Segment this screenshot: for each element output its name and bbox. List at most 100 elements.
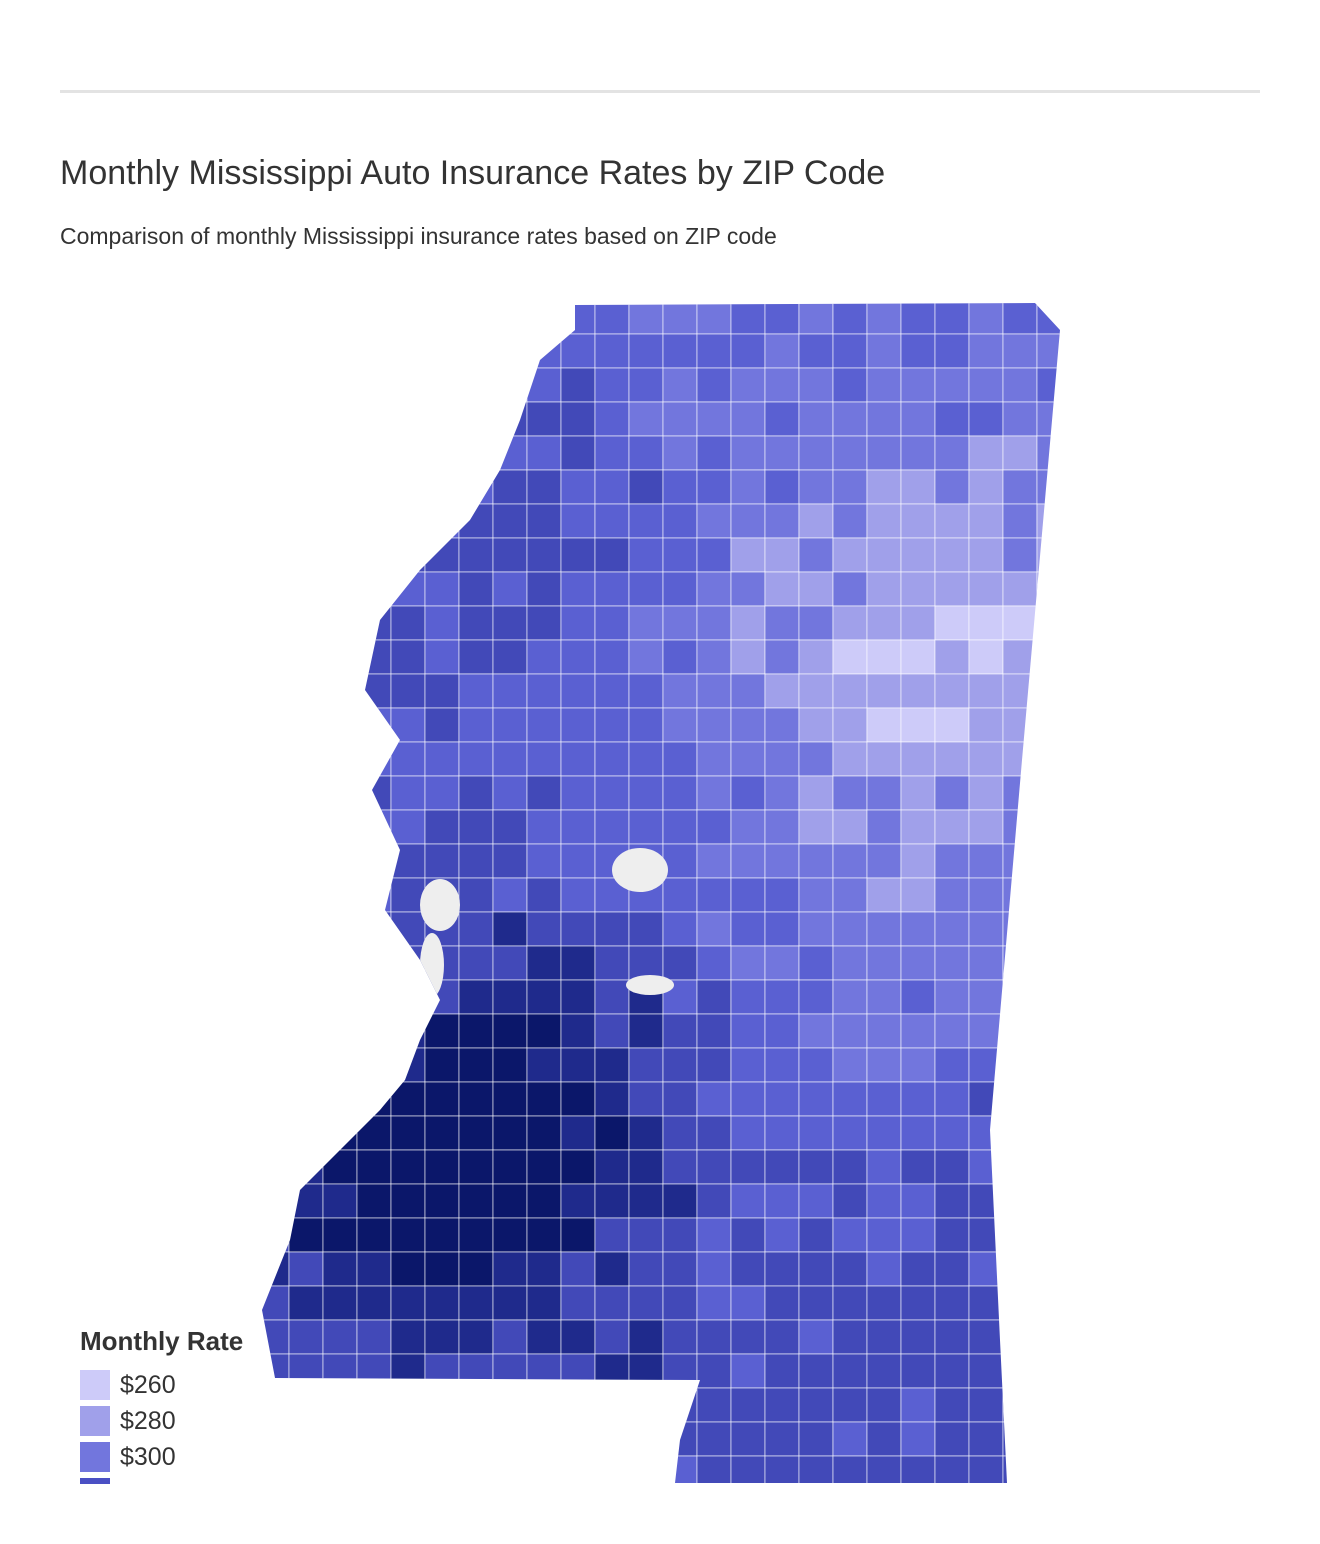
zip-region: [594, 911, 630, 947]
zip-region: [832, 303, 868, 335]
zip-region: [968, 605, 1004, 641]
zip-region: [492, 469, 528, 505]
zip-region: [458, 1149, 494, 1185]
zip-region: [934, 1217, 970, 1253]
zip-region: [458, 775, 494, 811]
zip-region: [866, 707, 902, 743]
zip-region: [628, 809, 664, 845]
zip-region: [288, 469, 324, 505]
zip-region: [798, 1387, 834, 1423]
zip-region: [798, 945, 834, 981]
zip-region: [322, 1149, 358, 1185]
zip-region: [764, 809, 800, 845]
legend-swatch: [80, 1406, 110, 1436]
zip-region: [798, 1115, 834, 1151]
zip-region: [356, 1285, 392, 1321]
zip-region: [764, 1217, 800, 1253]
zip-region: [390, 911, 426, 947]
zip-region: [900, 877, 936, 913]
zip-region: [492, 911, 528, 947]
zip-region: [262, 605, 290, 641]
zip-region: [934, 775, 970, 811]
zip-region: [798, 401, 834, 437]
zip-region: [628, 1251, 664, 1287]
zip-region: [798, 605, 834, 641]
zip-region: [594, 435, 630, 471]
zip-region: [1002, 1285, 1038, 1321]
zip-region: [696, 605, 732, 641]
zip-region: [764, 707, 800, 743]
zip-region: [458, 707, 494, 743]
zip-region: [492, 401, 528, 437]
zip-region: [492, 333, 528, 369]
zip-region: [662, 1421, 698, 1457]
zip-region: [424, 537, 460, 573]
zip-region: [764, 1387, 800, 1423]
zip-region: [322, 1081, 358, 1117]
zip-region: [262, 435, 290, 471]
zip-region: [764, 911, 800, 947]
zip-region: [356, 1183, 392, 1219]
zip-region: [492, 605, 528, 641]
zip-region: [662, 877, 698, 913]
zip-region: [322, 911, 358, 947]
zip-region: [866, 775, 902, 811]
zip-region: [628, 1115, 664, 1151]
zip-region: [526, 333, 562, 369]
zip-region: [798, 571, 834, 607]
zip-region: [764, 1081, 800, 1117]
zip-region: [730, 1319, 766, 1355]
zip-region: [934, 537, 970, 573]
zip-region: [560, 1047, 596, 1083]
zip-region: [288, 1013, 324, 1049]
zip-region: [424, 435, 460, 471]
zip-region: [492, 1353, 528, 1389]
zip-region: [968, 843, 1004, 879]
zip-region: [560, 1319, 596, 1355]
zip-region: [866, 1013, 902, 1049]
zip-region: [900, 1183, 936, 1219]
zip-region: [934, 639, 970, 675]
zip-region: [492, 571, 528, 607]
zip-region: [356, 401, 392, 437]
zip-region: [764, 741, 800, 777]
zip-region: [1036, 605, 1060, 641]
zip-region: [730, 1217, 766, 1253]
zip-region: [662, 1217, 698, 1253]
zip-region: [764, 435, 800, 471]
zip-region: [356, 911, 392, 947]
zip-region: [458, 639, 494, 675]
zip-region: [730, 877, 766, 913]
zip-region: [1036, 333, 1060, 369]
zip-region: [1036, 1353, 1060, 1389]
zip-region: [458, 503, 494, 539]
zip-region: [1002, 1013, 1038, 1049]
zip-region: [492, 843, 528, 879]
zip-region: [866, 367, 902, 403]
zip-region: [696, 639, 732, 675]
zip-region: [832, 843, 868, 879]
zip-region: [492, 741, 528, 777]
zip-region: [424, 605, 460, 641]
zip-region: [968, 1183, 1004, 1219]
zip-region: [492, 945, 528, 981]
zip-region: [934, 1421, 970, 1457]
zip-region: [526, 877, 562, 913]
legend-item: $280: [80, 1403, 243, 1439]
zip-region: [968, 741, 1004, 777]
zip-region: [900, 1047, 936, 1083]
zip-region: [934, 367, 970, 403]
zip-region: [866, 911, 902, 947]
zip-region: [262, 809, 290, 845]
zip-region: [458, 571, 494, 607]
zip-region: [798, 1149, 834, 1185]
zip-region: [832, 1421, 868, 1457]
zip-region: [322, 639, 358, 675]
zip-region: [968, 469, 1004, 505]
zip-region: [288, 639, 324, 675]
zip-region: [968, 775, 1004, 811]
zip-region: [322, 333, 358, 369]
zip-region: [764, 401, 800, 437]
zip-region: [832, 333, 868, 369]
zip-region: [492, 673, 528, 709]
